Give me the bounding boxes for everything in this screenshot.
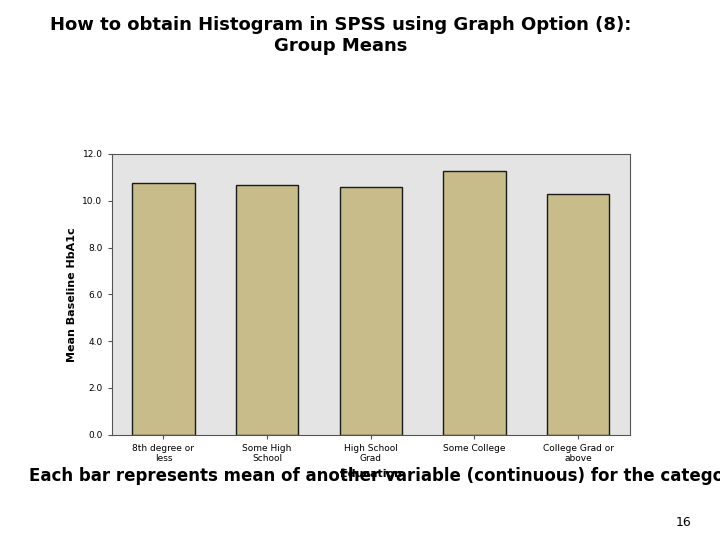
- X-axis label: Education: Education: [340, 469, 402, 478]
- Text: 16: 16: [675, 516, 691, 529]
- Text: How to obtain Histogram in SPSS using Graph Option (8):
Group Means: How to obtain Histogram in SPSS using Gr…: [50, 16, 631, 55]
- Bar: [547, 194, 609, 435]
- Bar: [340, 187, 402, 435]
- Y-axis label: Mean Baseline HbA1c: Mean Baseline HbA1c: [67, 227, 77, 362]
- Text: Each bar represents mean of another variable (continuous) for the category: Each bar represents mean of another vari…: [29, 467, 720, 485]
- Bar: [444, 172, 505, 435]
- Bar: [132, 183, 194, 435]
- Bar: [236, 186, 298, 435]
